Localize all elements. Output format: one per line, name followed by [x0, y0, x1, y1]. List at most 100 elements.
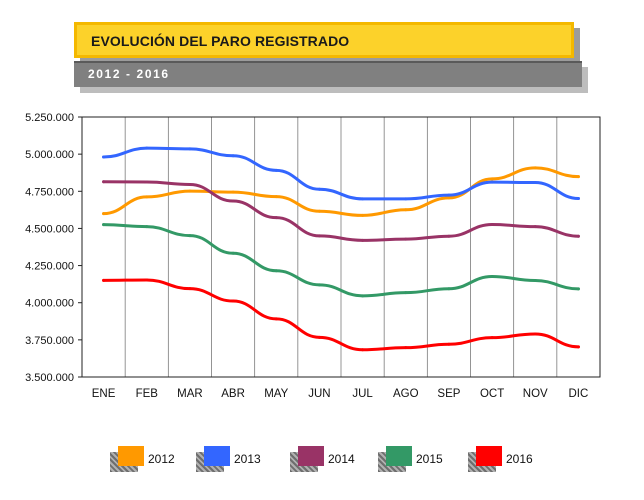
data-point-2016	[274, 317, 278, 321]
data-point-2014	[145, 180, 149, 184]
x-tick-label: DIC	[569, 388, 589, 400]
chart-title: EVOLUCIÓN DEL PARO REGISTRADO	[91, 33, 350, 49]
data-point-2012	[404, 208, 408, 212]
data-point-2016	[145, 278, 149, 282]
data-point-2012	[188, 189, 192, 193]
data-point-2015	[490, 275, 494, 279]
data-point-2014	[404, 237, 408, 241]
x-tick-label: FEB	[136, 388, 159, 400]
data-point-2012	[447, 196, 451, 200]
y-tick-label: 5.000.000	[25, 149, 74, 161]
data-point-2016	[361, 348, 365, 352]
x-tick-label: ENE	[92, 388, 116, 400]
y-tick-label: 4.000.000	[25, 298, 74, 310]
chart-legend: 2012 2013 2014 2015 2016	[0, 442, 644, 482]
x-tick-label: JUN	[308, 388, 330, 400]
y-tick-label: 5.250.000	[25, 112, 74, 124]
data-point-2015	[533, 279, 537, 283]
data-point-2016	[490, 336, 494, 340]
line-chart: 3.500.000 3.750.000 4.000.000 4.250.000 4.50…	[25, 112, 601, 400]
data-point-2014	[490, 223, 494, 227]
x-tick-label: ABR	[221, 388, 245, 400]
data-point-2013	[145, 146, 149, 150]
data-point-2013	[576, 197, 580, 201]
legend-swatch	[118, 446, 144, 466]
chart-subtitle: 2012 - 2016	[88, 67, 170, 81]
series-line-2014	[102, 180, 580, 242]
data-point-2012	[576, 175, 580, 179]
y-tick-label: 3.750.000	[25, 335, 74, 347]
series-line-2013	[102, 146, 580, 201]
legend-swatch	[204, 446, 230, 466]
data-point-2013	[533, 181, 537, 185]
legend-swatch	[476, 446, 502, 466]
data-point-2013	[490, 180, 494, 184]
data-point-2015	[188, 234, 192, 238]
series-line-2016	[102, 278, 580, 352]
data-point-2012	[490, 177, 494, 181]
data-point-2015	[231, 251, 235, 255]
data-point-2015	[361, 294, 365, 298]
data-point-2012	[361, 213, 365, 217]
x-tick-label: OCT	[480, 388, 504, 400]
data-point-2016	[231, 299, 235, 303]
data-point-2014	[361, 238, 365, 242]
y-tick-label: 3.500.000	[25, 372, 74, 384]
data-point-2013	[188, 147, 192, 151]
data-point-2013	[317, 187, 321, 191]
data-point-2016	[576, 345, 580, 349]
data-point-2012	[274, 195, 278, 199]
data-point-2014	[231, 199, 235, 203]
y-tick-label: 4.250.000	[25, 261, 74, 273]
legend-label: 2015	[416, 452, 443, 466]
x-tick-label: SEP	[437, 388, 460, 400]
data-point-2015	[447, 287, 451, 291]
y-tick-label: 4.750.000	[25, 186, 74, 198]
subtitle-banner: 2012 - 2016	[74, 61, 582, 87]
data-point-2016	[188, 287, 192, 291]
series-line-2015	[102, 223, 580, 298]
data-point-2012	[533, 166, 537, 170]
data-point-2015	[576, 287, 580, 291]
title-banner: EVOLUCIÓN DEL PARO REGISTRADO	[74, 22, 574, 58]
data-point-2014	[188, 182, 192, 186]
data-point-2013	[447, 193, 451, 197]
legend-swatch	[386, 446, 412, 466]
data-point-2015	[317, 283, 321, 287]
data-point-2012	[231, 190, 235, 194]
x-tick-label: JUL	[352, 388, 373, 400]
data-point-2016	[533, 332, 537, 336]
data-point-2014	[576, 234, 580, 238]
data-point-2016	[102, 278, 106, 282]
data-point-2015	[274, 269, 278, 273]
plot-area	[81, 116, 601, 378]
data-point-2016	[404, 346, 408, 350]
data-point-2013	[404, 197, 408, 201]
data-point-2014	[102, 180, 106, 184]
data-point-2013	[274, 168, 278, 172]
data-point-2012	[317, 209, 321, 213]
data-point-2015	[102, 223, 106, 227]
y-tick-label: 4.500.000	[25, 223, 74, 235]
data-point-2014	[317, 234, 321, 238]
data-point-2013	[361, 197, 365, 201]
data-point-2012	[102, 212, 106, 216]
legend-label: 2014	[328, 452, 355, 466]
data-point-2015	[404, 291, 408, 295]
legend-swatch	[298, 446, 324, 466]
legend-label: 2012	[148, 452, 175, 466]
data-point-2014	[533, 225, 537, 229]
x-tick-label: MAR	[177, 388, 203, 400]
data-point-2013	[231, 154, 235, 158]
data-point-2015	[145, 225, 149, 229]
data-point-2014	[274, 216, 278, 220]
x-tick-label: MAY	[264, 388, 288, 400]
x-tick-label: AGO	[393, 388, 419, 400]
legend-label: 2013	[234, 452, 261, 466]
data-point-2016	[447, 342, 451, 346]
series-line-2012	[102, 166, 580, 217]
legend-label: 2016	[506, 452, 533, 466]
data-point-2012	[145, 195, 149, 199]
x-tick-label: NOV	[523, 388, 548, 400]
data-point-2013	[102, 155, 106, 159]
